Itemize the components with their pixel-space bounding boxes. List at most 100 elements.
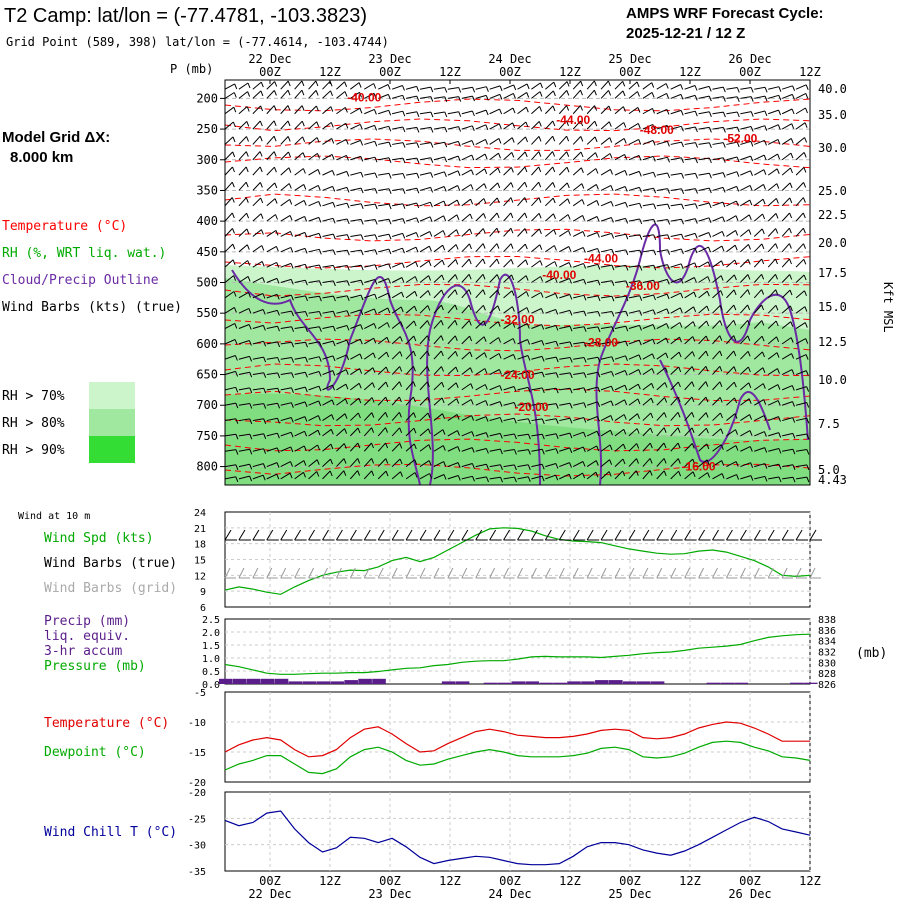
- model-grid-label: Model Grid ΔX:: [2, 129, 110, 146]
- wind-barb: [475, 448, 487, 452]
- wind-barb-feather: [638, 155, 642, 161]
- wind-barb-feather: [580, 151, 584, 158]
- wind-barb-feather: [566, 90, 570, 96]
- wind-barb: [461, 154, 473, 161]
- isotherm-line: [225, 228, 810, 242]
- wind-barb: [308, 356, 320, 360]
- wind-barb-feather: [610, 217, 614, 223]
- wind-barb-feather: [276, 262, 280, 268]
- bottom-time-tick-label: 00Z: [739, 874, 761, 888]
- wind-barb: [252, 276, 263, 283]
- wind-barb: [419, 365, 428, 375]
- wind-barb: [753, 304, 762, 314]
- wind-barb: [475, 304, 484, 314]
- wind-barb: [322, 122, 332, 130]
- wind-barb: [294, 311, 306, 314]
- wind-barb-feather: [776, 183, 780, 189]
- wind-barb-feather: [276, 474, 280, 480]
- wind-barb-feather: [429, 473, 433, 479]
- wind-barb: [336, 218, 348, 222]
- wind-barb-feather: [287, 90, 291, 96]
- wind-barb: [753, 351, 763, 360]
- wind-barb: [698, 396, 707, 406]
- isotherm-label: -52.00: [723, 132, 757, 146]
- wind-panel-frame: [224, 511, 811, 608]
- wind-barb: [503, 338, 514, 345]
- wind-barb-feather: [791, 385, 795, 391]
- wind-barb-feather: [540, 82, 543, 89]
- wind-barb-feather: [263, 372, 267, 378]
- wind-barb-feather: [388, 263, 392, 269]
- wind-barb: [698, 202, 710, 207]
- wind-barb: [740, 184, 751, 191]
- wind-barb: [628, 170, 640, 176]
- wind-barb: [433, 304, 442, 314]
- wind-barb: [767, 304, 777, 314]
- wind-barb: [225, 212, 233, 222]
- wind-barb: [517, 166, 526, 176]
- wind-barb-feather: [360, 156, 364, 162]
- wind-barb: [656, 470, 665, 480]
- wind-barb-feather: [555, 388, 559, 394]
- wind-barb: [670, 188, 682, 191]
- wind-barb-feather: [803, 152, 807, 158]
- kft-tick-label: 12.5: [818, 335, 847, 349]
- wind-barb: [782, 476, 794, 480]
- wind-barb: [364, 308, 375, 314]
- wind-barb: [280, 198, 290, 207]
- wind-barb-feather: [512, 122, 516, 128]
- wind-barb-feather: [625, 202, 628, 208]
- wind-barb: [698, 412, 707, 421]
- wind-barb: [266, 325, 278, 330]
- wind-barb: [225, 83, 235, 90]
- pressure-tick-label: 650: [196, 368, 218, 382]
- wind-barb: [350, 139, 361, 145]
- wind-barb: [809, 266, 810, 268]
- wind-barb: [475, 153, 486, 161]
- wind-barb-feather: [735, 200, 739, 207]
- wind-barb-feather: [541, 418, 545, 425]
- wind-barb: [628, 106, 639, 115]
- wind-barb-feather: [583, 372, 587, 378]
- wind-barb: [503, 417, 515, 422]
- wind-barb: [238, 91, 248, 99]
- wind-barb-feather: [259, 136, 263, 142]
- wind-barb-feather: [653, 280, 657, 286]
- wind-barb-feather: [274, 182, 278, 189]
- wind-barb-feather: [541, 434, 545, 440]
- wind-barb: [461, 228, 471, 237]
- wind-barb-feather: [245, 182, 249, 188]
- wind-barb: [308, 311, 320, 314]
- wind-barb-feather: [625, 280, 629, 287]
- wind-barb: [280, 372, 292, 376]
- wind-barb: [670, 442, 679, 452]
- wind-barb-feather: [248, 324, 252, 330]
- wind-barb-feather: [373, 83, 377, 89]
- wind-barb: [280, 310, 292, 314]
- wind-barb: [336, 458, 345, 467]
- wind-barb-feather: [510, 228, 514, 234]
- wind-barb: [739, 319, 749, 329]
- wind-barb-feather: [482, 243, 486, 249]
- wind-barb-grid: [461, 567, 468, 579]
- wind-barb: [489, 305, 499, 314]
- wind-barb: [225, 339, 236, 345]
- wind-barb: [781, 274, 791, 283]
- wind-barb: [447, 414, 458, 421]
- top-time-tick-label: 12Z: [319, 65, 341, 79]
- wind-barb: [461, 335, 470, 345]
- wind-barb: [726, 445, 737, 452]
- wind-barb-feather: [513, 402, 517, 408]
- wind-barb: [419, 201, 431, 207]
- wind-barb-feather: [721, 245, 725, 252]
- wind-barb: [419, 335, 428, 345]
- wind-barb-feather: [470, 169, 474, 175]
- wind-barb: [726, 366, 735, 375]
- wind-barb: [740, 366, 749, 375]
- wind-barb-feather: [623, 122, 627, 128]
- wind-barb-feather: [318, 217, 322, 223]
- wind-barb: [754, 154, 765, 161]
- temperature-tick-label: -10: [188, 718, 206, 729]
- wind-barb: [447, 289, 456, 299]
- wind-barb: [280, 80, 289, 90]
